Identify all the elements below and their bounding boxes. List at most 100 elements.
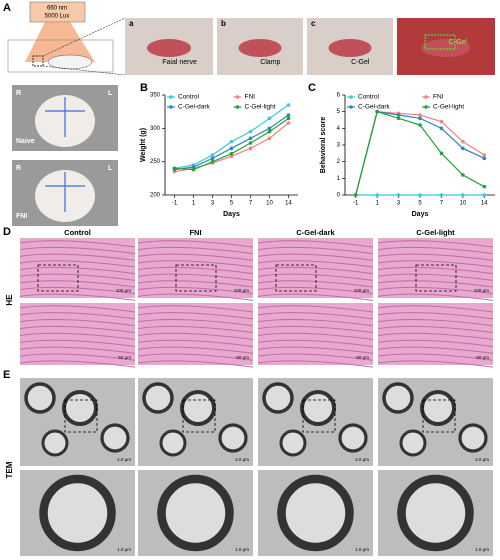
he-fiber (137, 253, 254, 261)
label: 50 μm (356, 355, 369, 360)
he-fiber (137, 273, 254, 281)
he-fiber (257, 260, 374, 268)
label: 14 (481, 201, 488, 207)
label: C-Gel-light (245, 104, 276, 111)
point (461, 173, 465, 177)
label: 100 μm (234, 288, 249, 293)
axis-mark (45, 172, 85, 212)
label: E (3, 369, 10, 381)
he-fiber (19, 312, 136, 320)
label: Behavioral score (320, 117, 327, 174)
he-fiber (257, 353, 374, 361)
point (439, 119, 444, 124)
legend-dot (424, 95, 428, 99)
point (229, 139, 234, 144)
he-fiber (257, 293, 374, 301)
label: 7 (249, 201, 253, 207)
myelin (180, 390, 216, 426)
point (248, 136, 253, 141)
he-fiber (137, 266, 254, 275)
he-fiber (137, 332, 254, 341)
label: 50 μm (476, 355, 489, 360)
label: C (308, 82, 316, 94)
zoom-box (64, 399, 98, 433)
he-fiber (377, 346, 494, 354)
he-fiber (137, 260, 254, 268)
he-fiber (377, 286, 494, 295)
label: FNI (16, 213, 27, 220)
he-fiber (19, 280, 136, 288)
label: -1 (172, 201, 178, 207)
legend-dot (235, 105, 240, 109)
label: 2 (337, 159, 341, 165)
tissue (421, 39, 471, 57)
zoom-lines (42, 17, 126, 76)
gel-box (424, 34, 456, 50)
light-cone (25, 22, 95, 62)
he-fiber (377, 240, 494, 248)
zoom-box (175, 264, 217, 292)
label: 5 (337, 109, 341, 115)
zoom-box (182, 399, 216, 433)
mouse (47, 54, 93, 70)
point (191, 165, 196, 169)
label: 1 (375, 201, 379, 207)
point (375, 193, 379, 197)
myelin (458, 423, 488, 453)
myelin (41, 429, 69, 457)
label: B (140, 82, 148, 94)
he-fiber (257, 312, 374, 320)
point (248, 146, 253, 151)
he-fiber (257, 246, 374, 255)
myelin (142, 382, 174, 414)
label: 200 (150, 193, 161, 199)
he-fiber (257, 253, 374, 261)
label: 6 (337, 93, 341, 99)
label: 2.0 μm (235, 457, 249, 462)
series-line (174, 117, 289, 171)
label: Days (223, 211, 240, 218)
label: FNI (245, 94, 256, 101)
label: 2.0 μm (117, 457, 131, 462)
label: 3 (337, 143, 341, 149)
label: HE (5, 294, 14, 306)
he-fiber (19, 353, 136, 361)
point (286, 116, 291, 121)
label: Control (64, 228, 91, 237)
point (248, 129, 253, 134)
label: A (3, 2, 11, 14)
he-fiber (137, 353, 254, 361)
label: 5 (418, 201, 422, 207)
label: 1.0 μm (355, 547, 369, 552)
myelin (277, 474, 354, 552)
legend-dot (349, 105, 353, 109)
label: 350 (150, 93, 161, 99)
he-fiber (257, 280, 374, 288)
label: -1 (353, 201, 359, 207)
he-fiber (377, 253, 494, 261)
label: R (16, 90, 21, 97)
he-fiber (377, 353, 494, 361)
label: L (108, 165, 113, 172)
point (396, 113, 401, 117)
label: 3 (397, 201, 401, 207)
zoom-box (415, 264, 457, 292)
he-fiber (257, 325, 374, 334)
he-fiber (377, 266, 494, 275)
label: 5 (230, 201, 234, 207)
he-fiber (377, 312, 494, 320)
label: 100 μm (354, 288, 369, 293)
legend-dot (349, 95, 353, 99)
he-fiber (19, 253, 136, 261)
point (461, 139, 465, 144)
point (267, 116, 272, 121)
he-fiber (377, 273, 494, 281)
myelin (279, 429, 307, 457)
zoom-box (302, 399, 336, 433)
myelin (338, 423, 368, 453)
label: 2.0 μm (475, 457, 489, 462)
label: 660 nm (47, 6, 67, 12)
legend-dot (424, 105, 428, 109)
point (418, 116, 422, 121)
label: C-Gel-light (416, 228, 455, 237)
